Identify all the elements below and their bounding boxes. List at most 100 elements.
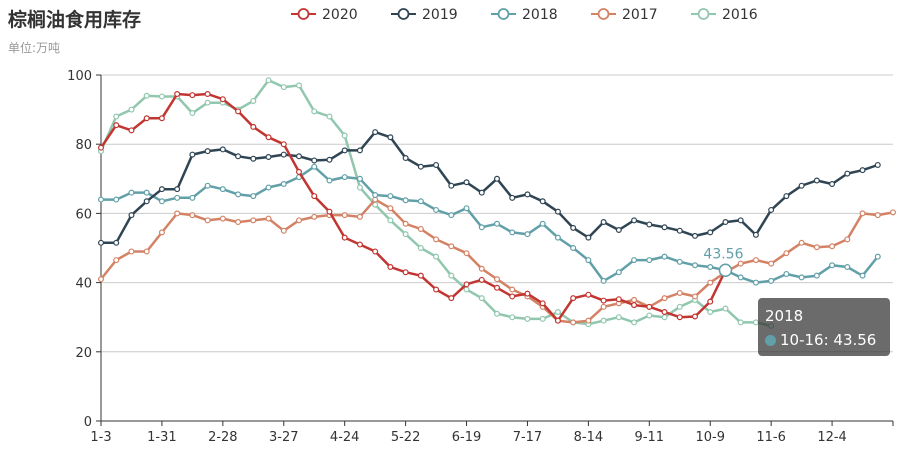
data-point[interactable] bbox=[844, 170, 851, 177]
data-point[interactable] bbox=[539, 198, 546, 205]
data-point[interactable] bbox=[448, 272, 455, 279]
data-point[interactable] bbox=[326, 113, 333, 120]
data-point[interactable] bbox=[97, 144, 104, 151]
data-point[interactable] bbox=[433, 206, 440, 213]
data-point[interactable] bbox=[448, 182, 455, 189]
data-point[interactable] bbox=[128, 189, 135, 196]
data-point[interactable] bbox=[97, 196, 104, 203]
data-point[interactable] bbox=[570, 224, 577, 231]
highlight-point[interactable]: 43.56 bbox=[703, 246, 744, 278]
data-point[interactable] bbox=[646, 303, 653, 310]
data-point[interactable] bbox=[646, 257, 653, 264]
data-point[interactable] bbox=[402, 220, 409, 227]
data-point[interactable] bbox=[158, 186, 165, 193]
data-point[interactable] bbox=[813, 272, 820, 279]
data-point[interactable] bbox=[204, 182, 211, 189]
data-point[interactable] bbox=[722, 305, 729, 312]
data-point[interactable] bbox=[829, 180, 836, 187]
data-point[interactable] bbox=[265, 77, 272, 84]
data-point[interactable] bbox=[417, 225, 424, 232]
data-point[interactable] bbox=[356, 175, 363, 182]
data-point[interactable] bbox=[219, 215, 226, 222]
data-point[interactable] bbox=[463, 281, 470, 288]
data-point[interactable] bbox=[174, 186, 181, 193]
data-point[interactable] bbox=[433, 236, 440, 243]
legend-item-2017[interactable]: 2017 bbox=[591, 7, 658, 23]
data-point[interactable] bbox=[158, 229, 165, 236]
data-point[interactable] bbox=[752, 231, 759, 238]
data-point[interactable] bbox=[280, 84, 287, 91]
data-point[interactable] bbox=[707, 298, 714, 305]
data-point[interactable] bbox=[570, 319, 577, 326]
data-point[interactable] bbox=[478, 265, 485, 272]
data-point[interactable] bbox=[463, 250, 470, 257]
data-point[interactable] bbox=[661, 224, 668, 231]
data-point[interactable] bbox=[387, 205, 394, 212]
data-point[interactable] bbox=[570, 245, 577, 252]
data-point[interactable] bbox=[478, 295, 485, 302]
data-point[interactable] bbox=[752, 279, 759, 286]
data-point[interactable] bbox=[372, 129, 379, 136]
data-point[interactable] bbox=[189, 151, 196, 158]
data-point[interactable] bbox=[174, 210, 181, 217]
data-point[interactable] bbox=[737, 274, 744, 281]
data-point[interactable] bbox=[661, 314, 668, 321]
data-point[interactable] bbox=[463, 205, 470, 212]
data-point[interactable] bbox=[554, 309, 561, 316]
data-point[interactable] bbox=[311, 213, 318, 220]
data-point[interactable] bbox=[768, 277, 775, 284]
data-point[interactable] bbox=[97, 239, 104, 246]
data-point[interactable] bbox=[509, 229, 516, 236]
data-point[interactable] bbox=[326, 177, 333, 184]
data-point[interactable] bbox=[859, 210, 866, 217]
data-point[interactable] bbox=[143, 115, 150, 122]
data-point[interactable] bbox=[341, 132, 348, 139]
data-point[interactable] bbox=[631, 296, 638, 303]
data-point[interactable] bbox=[859, 167, 866, 174]
data-point[interactable] bbox=[585, 234, 592, 241]
data-point[interactable] bbox=[280, 180, 287, 187]
data-point[interactable] bbox=[417, 245, 424, 252]
data-point[interactable] bbox=[676, 303, 683, 310]
data-point[interactable] bbox=[143, 248, 150, 255]
data-point[interactable] bbox=[646, 221, 653, 228]
data-point[interactable] bbox=[478, 189, 485, 196]
data-point[interactable] bbox=[707, 264, 714, 271]
data-point[interactable] bbox=[402, 197, 409, 204]
data-point[interactable] bbox=[463, 286, 470, 293]
data-point[interactable] bbox=[615, 227, 622, 234]
data-point[interactable] bbox=[128, 127, 135, 134]
data-point[interactable] bbox=[494, 284, 501, 291]
data-point[interactable] bbox=[433, 161, 440, 168]
data-point[interactable] bbox=[494, 175, 501, 182]
data-point[interactable] bbox=[859, 272, 866, 279]
data-point[interactable] bbox=[631, 302, 638, 309]
data-point[interactable] bbox=[448, 295, 455, 302]
highlight-marker[interactable] bbox=[718, 263, 733, 278]
data-point[interactable] bbox=[676, 289, 683, 296]
data-point[interactable] bbox=[158, 198, 165, 205]
data-point[interactable] bbox=[204, 148, 211, 155]
data-point[interactable] bbox=[448, 243, 455, 250]
data-point[interactable] bbox=[615, 296, 622, 303]
data-point[interactable] bbox=[250, 193, 257, 200]
data-point[interactable] bbox=[280, 141, 287, 148]
data-point[interactable] bbox=[798, 274, 805, 281]
data-point[interactable] bbox=[661, 295, 668, 302]
data-point[interactable] bbox=[433, 286, 440, 293]
data-point[interactable] bbox=[189, 110, 196, 117]
data-point[interactable] bbox=[539, 220, 546, 227]
data-point[interactable] bbox=[570, 295, 577, 302]
data-point[interactable] bbox=[143, 198, 150, 205]
data-point[interactable] bbox=[356, 147, 363, 154]
legend[interactable]: 2020 2019 2018 2017 2016 bbox=[291, 7, 758, 23]
data-point[interactable] bbox=[661, 309, 668, 316]
data-point[interactable] bbox=[889, 209, 896, 216]
data-point[interactable] bbox=[128, 212, 135, 219]
data-point[interactable] bbox=[113, 122, 120, 129]
data-point[interactable] bbox=[174, 194, 181, 201]
data-point[interactable] bbox=[509, 293, 516, 300]
data-point[interactable] bbox=[478, 224, 485, 231]
data-point[interactable] bbox=[387, 134, 394, 141]
data-point[interactable] bbox=[311, 157, 318, 164]
